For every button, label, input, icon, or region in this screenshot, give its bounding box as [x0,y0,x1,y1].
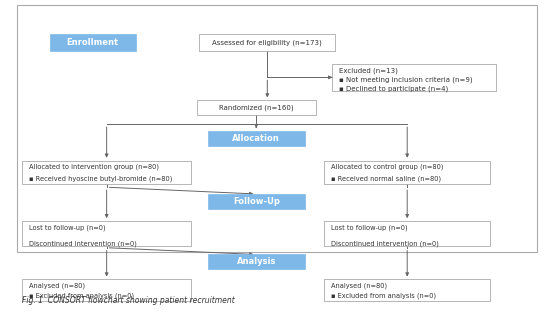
FancyBboxPatch shape [22,161,191,184]
Text: Allocated to intervention group (n=80): Allocated to intervention group (n=80) [29,163,159,170]
FancyBboxPatch shape [50,34,136,51]
Text: Fig. 1  CONSORT flowchart showing patient recruitment: Fig. 1 CONSORT flowchart showing patient… [22,296,235,305]
Text: Randomized (n=160): Randomized (n=160) [219,105,294,111]
Text: Allocation: Allocation [232,134,280,143]
Text: Assessed for eligibility (n=173): Assessed for eligibility (n=173) [212,39,322,46]
FancyBboxPatch shape [199,34,335,51]
Text: ▪ Received hyoscine butyl-bromide (n=80): ▪ Received hyoscine butyl-bromide (n=80) [29,175,172,182]
Text: ▪ Excluded from analysis (n=0): ▪ Excluded from analysis (n=0) [29,293,134,300]
FancyBboxPatch shape [22,221,191,246]
FancyBboxPatch shape [324,161,490,184]
Text: Allocated to control group (n=80): Allocated to control group (n=80) [331,163,443,170]
FancyBboxPatch shape [208,255,305,269]
Text: Analysed (n=80): Analysed (n=80) [29,282,85,289]
Text: ▪ Declined to participate (n=4): ▪ Declined to participate (n=4) [339,85,448,92]
FancyBboxPatch shape [208,194,305,209]
FancyBboxPatch shape [208,131,305,146]
Text: Lost to follow-up (n=0): Lost to follow-up (n=0) [331,224,407,231]
Text: Discontinued intervention (n=0): Discontinued intervention (n=0) [331,240,439,247]
Text: ▪ Received normal saline (n=80): ▪ Received normal saline (n=80) [331,175,441,182]
FancyBboxPatch shape [324,221,490,246]
Text: Excluded (n=13): Excluded (n=13) [339,67,398,74]
Text: Analysis: Analysis [237,257,276,266]
Text: ▪ Not meeting inclusion criteria (n=9): ▪ Not meeting inclusion criteria (n=9) [339,76,473,83]
FancyBboxPatch shape [332,64,496,91]
Text: ▪ Excluded from analysis (n=0): ▪ Excluded from analysis (n=0) [331,293,436,300]
FancyBboxPatch shape [197,100,316,115]
Text: Analysed (n=80): Analysed (n=80) [331,282,387,289]
Text: Follow-Up: Follow-Up [233,197,280,206]
Text: Lost to follow-up (n=0): Lost to follow-up (n=0) [29,224,106,231]
FancyBboxPatch shape [324,280,490,301]
Text: Discontinued intervention (n=0): Discontinued intervention (n=0) [29,240,137,247]
Text: Enrollment: Enrollment [66,38,119,47]
FancyBboxPatch shape [22,280,191,301]
